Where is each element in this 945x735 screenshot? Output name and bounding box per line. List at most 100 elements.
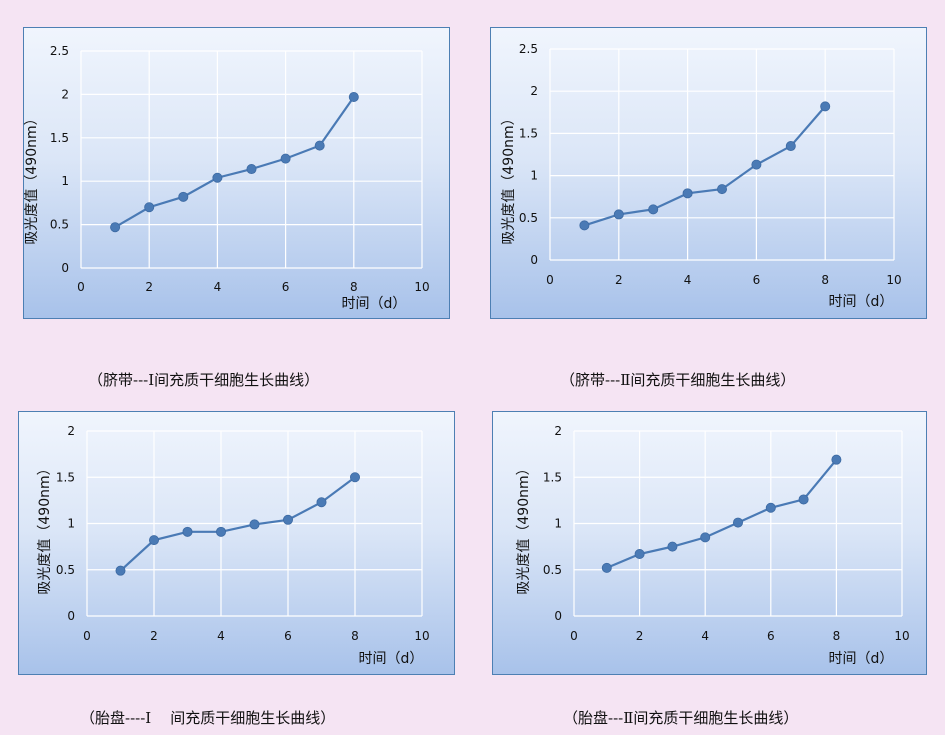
data-point-marker <box>785 141 796 152</box>
x-axis-title: 时间（d） <box>342 296 407 312</box>
y-tick-label: 0.5 <box>519 211 538 225</box>
x-tick-label: 0 <box>77 280 85 294</box>
data-point-marker <box>144 202 155 213</box>
x-axis-title: 时间（d） <box>829 651 894 667</box>
x-tick-label: 8 <box>821 273 829 287</box>
x-tick-label: 4 <box>217 629 225 643</box>
series-line <box>119 476 356 572</box>
y-tick-label: 0 <box>554 609 562 623</box>
chart-caption: （胎盘---Ⅱ间充质干细胞生长曲线） <box>563 709 799 727</box>
series-line <box>114 96 355 229</box>
x-axis-title: 时间（d） <box>829 294 894 310</box>
data-point-marker <box>316 497 327 508</box>
x-tick-label: 8 <box>833 629 841 643</box>
chart-caption: （胎盘----Ⅰ 间充质干细胞生长曲线） <box>80 709 336 727</box>
x-tick-label: 10 <box>414 629 429 643</box>
data-point-marker <box>148 535 159 546</box>
data-point-marker <box>246 164 257 175</box>
y-tick-label: 1.5 <box>50 131 69 145</box>
line-chart: 0 0.5 1 1.5 2 0 2 4 6 8 10 时间（d） 吸光度值（490nm） <box>37 424 430 667</box>
y-tick-label: 1 <box>61 174 69 188</box>
y-tick-label: 2.5 <box>50 44 69 58</box>
data-point-marker <box>314 140 325 151</box>
y-tick-label: 0.5 <box>543 563 562 577</box>
data-point-marker <box>249 519 260 530</box>
x-tick-label: 6 <box>282 280 290 294</box>
data-point-marker <box>348 92 359 103</box>
x-tick-label: 6 <box>284 629 292 643</box>
series-line <box>606 458 838 569</box>
chart-panel-umbilical-cord-1: 0 0.5 1 1.5 2 2.5 0 2 4 6 8 10 时间（d） 吸光度值（490nm） <box>23 27 450 319</box>
x-tick-label: 10 <box>894 629 909 643</box>
data-point-marker <box>215 526 226 537</box>
chart-panel-placenta-2: 0 0.5 1 1.5 2 0 2 4 6 8 10 时间（d） 吸光度值（490nm） <box>492 411 927 675</box>
x-tick-label: 0 <box>546 273 554 287</box>
y-axis-title: 吸光度值（490nm） <box>37 461 53 594</box>
x-tick-label: 0 <box>570 629 578 643</box>
x-axis-title: 时间（d） <box>359 651 424 667</box>
x-tick-label: 10 <box>886 273 901 287</box>
data-point-marker <box>667 541 678 552</box>
data-point-marker <box>700 532 711 543</box>
data-point-marker <box>349 472 360 483</box>
x-tick-label: 8 <box>351 629 359 643</box>
y-tick-label: 1.5 <box>56 470 75 484</box>
y-axis-title: 吸光度值（490nm） <box>24 111 40 244</box>
x-tick-label: 10 <box>414 280 429 294</box>
gridlines <box>80 50 423 269</box>
x-tick-label: 0 <box>83 629 91 643</box>
data-point-marker <box>831 454 842 465</box>
gridlines <box>573 430 903 617</box>
y-tick-label: 1.5 <box>519 126 538 140</box>
y-tick-label: 1 <box>554 517 562 531</box>
data-point-marker <box>820 101 831 112</box>
y-axis-title: 吸光度值（490nm） <box>501 111 517 244</box>
chart-caption: （脐带---Ⅰ间充质干细胞生长曲线） <box>88 371 320 389</box>
y-tick-label: 0 <box>530 253 538 267</box>
y-tick-label: 1 <box>67 517 75 531</box>
chart-panel-placenta-1: 0 0.5 1 1.5 2 0 2 4 6 8 10 时间（d） 吸光度值（490nm） <box>18 411 455 675</box>
data-point-marker <box>634 549 645 560</box>
data-point-marker <box>682 188 693 199</box>
x-tick-label: 2 <box>615 273 623 287</box>
y-tick-label: 2 <box>67 424 75 438</box>
data-point-marker <box>751 159 762 170</box>
y-tick-label: 0 <box>67 609 75 623</box>
x-tick-label: 4 <box>701 629 709 643</box>
gridlines <box>549 48 895 261</box>
x-tick-label: 2 <box>150 629 158 643</box>
line-chart: 0 0.5 1 1.5 2 2.5 0 2 4 6 8 10 时间（d） 吸光度值（490nm） <box>24 44 430 312</box>
data-point-marker <box>182 526 193 537</box>
y-tick-label: 0.5 <box>56 563 75 577</box>
y-tick-label: 1.5 <box>543 470 562 484</box>
data-point-marker <box>732 517 743 528</box>
x-tick-label: 8 <box>350 280 358 294</box>
data-point-marker <box>613 209 624 220</box>
x-tick-label: 6 <box>767 629 775 643</box>
data-point-marker <box>765 502 776 513</box>
y-tick-label: 2.5 <box>519 42 538 56</box>
line-chart: 0 0.5 1 1.5 2 2.5 0 2 4 6 8 10 时间（d） 吸光度值（490nm） <box>501 42 902 310</box>
data-point-marker <box>280 153 291 164</box>
y-tick-label: 2 <box>530 84 538 98</box>
x-tick-label: 4 <box>214 280 222 294</box>
data-point-marker <box>178 191 189 202</box>
y-tick-label: 2 <box>61 87 69 101</box>
data-point-marker <box>601 562 612 573</box>
x-tick-label: 4 <box>684 273 692 287</box>
data-point-marker <box>115 565 126 576</box>
data-point-marker <box>648 204 659 215</box>
chart-panel-umbilical-cord-2: 0 0.5 1 1.5 2 2.5 0 2 4 6 8 10 时间（d） 吸光度值（490nm） <box>490 27 927 319</box>
data-point-marker <box>579 220 590 231</box>
data-point-marker <box>798 494 809 505</box>
x-tick-label: 2 <box>636 629 644 643</box>
x-tick-label: 6 <box>753 273 761 287</box>
data-point-marker <box>282 514 293 525</box>
y-tick-label: 0.5 <box>50 218 69 232</box>
data-point-marker <box>110 222 121 233</box>
series-line <box>584 105 827 227</box>
y-tick-label: 2 <box>554 424 562 438</box>
y-tick-label: 0 <box>61 261 69 275</box>
data-point-marker <box>716 184 727 195</box>
